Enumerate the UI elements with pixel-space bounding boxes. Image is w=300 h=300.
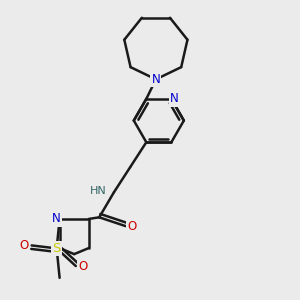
Text: N: N bbox=[52, 212, 61, 225]
Text: N: N bbox=[170, 92, 179, 105]
Text: O: O bbox=[20, 239, 29, 252]
Text: O: O bbox=[79, 260, 88, 272]
Text: HN: HN bbox=[90, 186, 106, 196]
Text: N: N bbox=[152, 73, 160, 86]
Text: O: O bbox=[127, 220, 136, 232]
Text: S: S bbox=[52, 242, 61, 255]
